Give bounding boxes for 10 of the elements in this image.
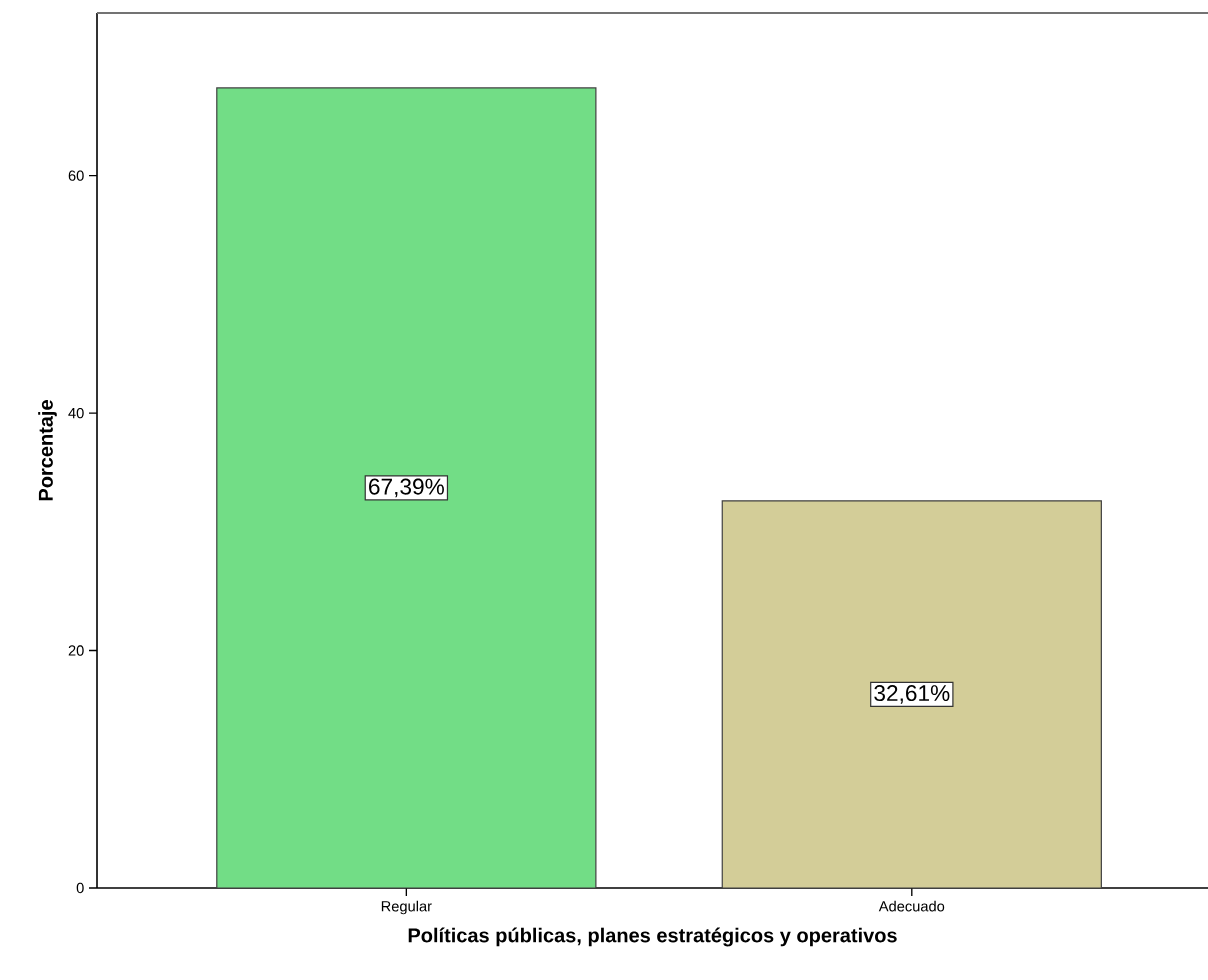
y-axis-title: Porcentaje [38, 400, 57, 501]
x-tick-label: Regular [381, 900, 432, 915]
y-tick-label: 60 [68, 170, 84, 181]
data-label: 67,39% [369, 478, 444, 498]
y-tick-label: 20 [68, 645, 84, 656]
data-label: 32,61% [874, 685, 950, 704]
y-tick-label: 40 [68, 407, 84, 419]
x-axis-title: Políticas públicas, planes estratégicos y operativos [408, 927, 897, 947]
x-tick-label: Adecuado [878, 900, 945, 912]
y-tick-label: 0 [76, 882, 84, 894]
